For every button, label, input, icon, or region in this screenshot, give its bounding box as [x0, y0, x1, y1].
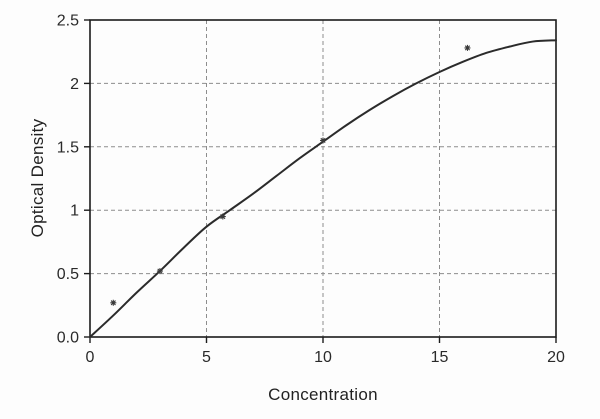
data-point-marker	[110, 299, 117, 306]
y-tick-label: 1	[70, 203, 79, 220]
data-point-marker	[320, 137, 326, 144]
x-tick-label: 20	[547, 349, 565, 366]
y-tick-label: 0.5	[57, 266, 79, 283]
x-tick-label: 5	[202, 349, 211, 366]
data-point-marker	[156, 268, 163, 275]
data-point-marker	[464, 44, 471, 51]
y-tick-label: 2	[70, 76, 79, 93]
y-tick-label: 1.5	[57, 139, 79, 156]
y-tick-label: 0.0	[57, 330, 79, 347]
x-tick-label: 10	[314, 349, 332, 366]
data-point-marker	[219, 213, 226, 220]
y-tick-label: 2.5	[57, 13, 79, 30]
x-tick-label: 15	[431, 349, 449, 366]
y-axis-title: Optical Density	[28, 118, 47, 238]
x-axis-title: Concentration	[268, 385, 378, 404]
x-tick-label: 0	[86, 349, 95, 366]
